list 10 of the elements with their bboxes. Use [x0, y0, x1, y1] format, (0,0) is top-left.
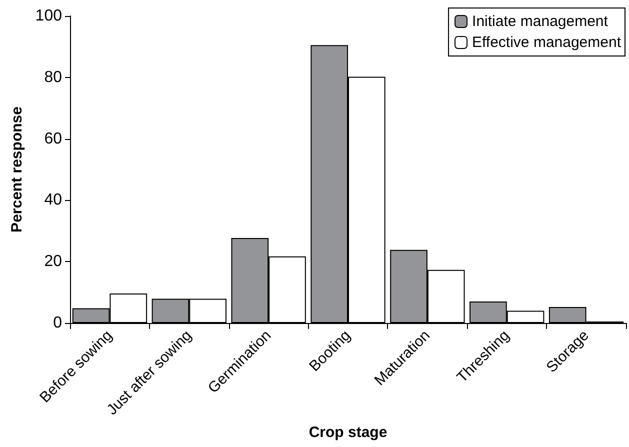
y-tick-label: 0 [53, 314, 62, 332]
y-tick-label: 100 [35, 8, 62, 24]
x-axis-title: Crop stage [308, 424, 388, 441]
legend-label: Effective management [472, 34, 622, 51]
y-tick-label: 40 [44, 192, 62, 209]
y-tick-label: 20 [44, 253, 62, 270]
y-tick-label: 60 [44, 130, 62, 148]
y-tick-label: 80 [44, 68, 62, 86]
legend-label: Initiate management [472, 13, 609, 30]
y-axis-title: Percent response [8, 106, 26, 232]
